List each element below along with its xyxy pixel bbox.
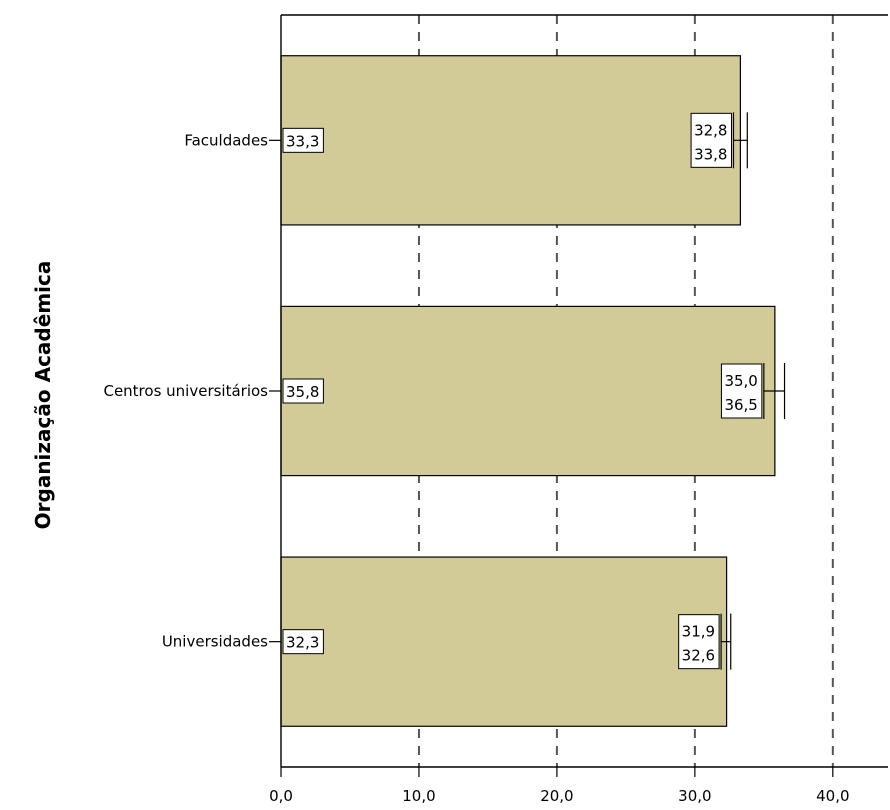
ci-upper-label: 32,6	[682, 647, 715, 665]
bar	[280, 55, 741, 226]
category-label: Centros universitários	[103, 382, 268, 400]
value-label-box	[282, 378, 324, 404]
value-label: 33,3	[286, 132, 319, 150]
ci-upper-label: 36,5	[724, 396, 757, 414]
ci-lower-label: 32,8	[694, 121, 727, 139]
ci-label-box	[720, 363, 763, 419]
category-label: Faculdades	[184, 131, 268, 149]
value-label-box	[282, 127, 324, 153]
ci-lower-label: 35,0	[724, 372, 757, 390]
x-axis-ticks: 0,0 10,0 20,0 30,0 40,0	[269, 767, 850, 805]
ci-label-box	[678, 614, 720, 670]
x-tick-label: 0,0	[269, 787, 293, 805]
value-label: 32,3	[286, 634, 319, 652]
value-label-box	[282, 629, 324, 655]
bars	[280, 55, 786, 727]
bar	[280, 305, 776, 477]
ci-upper-label: 33,8	[694, 145, 727, 163]
x-tick-label: 10,0	[402, 787, 435, 805]
category-label: Universidades	[162, 633, 268, 651]
category-labels: Faculdades Centros universitários Universi…	[103, 131, 281, 651]
bar	[280, 556, 728, 727]
y-axis-label: Organização Acadêmica	[31, 261, 55, 530]
x-tick-label: 20,0	[540, 787, 573, 805]
ci-lower-label: 31,9	[682, 623, 715, 641]
ci-label-box	[690, 112, 732, 168]
data-labels: 33,3 32,8 33,8 35,8 35,0 36,5 32,3 31,9 32,6	[282, 112, 763, 670]
x-tick-label: 40,0	[816, 787, 849, 805]
x-tick-label: 30,0	[678, 787, 711, 805]
value-label: 35,8	[286, 383, 319, 401]
